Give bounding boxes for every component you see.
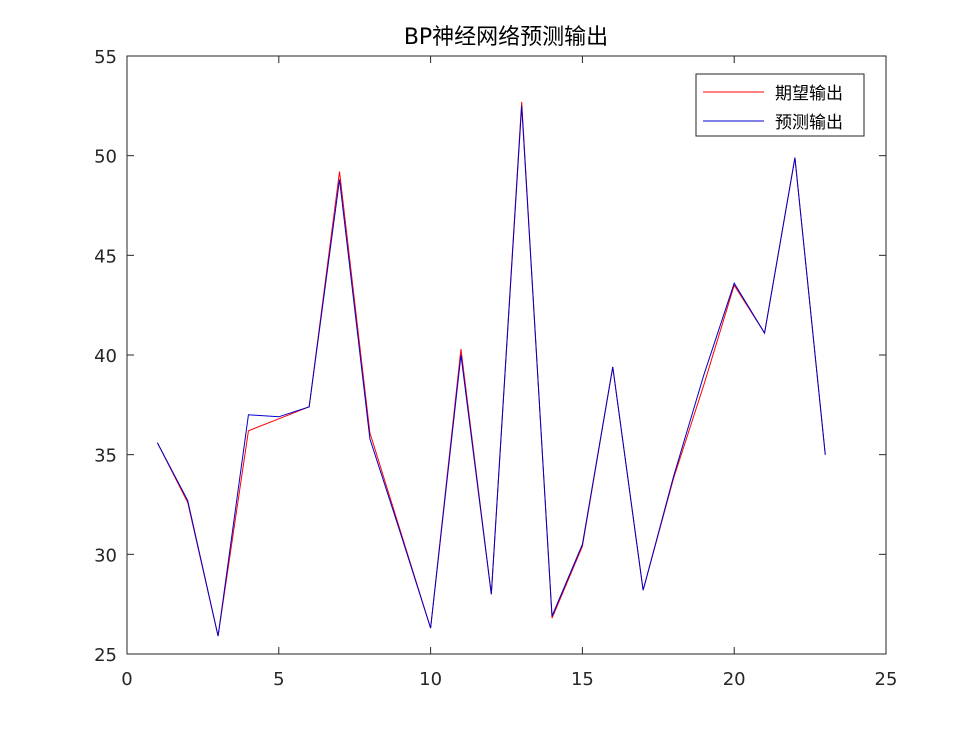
- y-tick-label: 25: [94, 645, 117, 666]
- y-tick-label: 45: [94, 246, 117, 267]
- x-tick-label: 25: [875, 669, 898, 690]
- x-tick-label: 20: [723, 669, 746, 690]
- chart-title: BP神经网络预测输出: [404, 25, 608, 50]
- x-tick-label: 0: [121, 669, 132, 690]
- y-tick-label: 40: [94, 346, 117, 367]
- legend-box: [695, 73, 865, 137]
- x-tick-label: 10: [419, 669, 442, 690]
- x-tick-label: 15: [571, 669, 594, 690]
- series-line-2: [156, 105, 826, 637]
- y-tick-label: 35: [94, 446, 117, 467]
- x-tick-label: 5: [273, 669, 284, 690]
- series-group: [156, 101, 826, 637]
- axes: 0 5 10 15 20 25 25 30 35 40 45 50 55: [94, 47, 897, 690]
- legend-label: 预测输出: [775, 113, 843, 133]
- legend-label: 期望输出: [775, 84, 843, 104]
- y-tick-label: 50: [94, 147, 117, 168]
- y-tick-label: 55: [94, 47, 117, 68]
- y-tick-label: 30: [94, 545, 117, 566]
